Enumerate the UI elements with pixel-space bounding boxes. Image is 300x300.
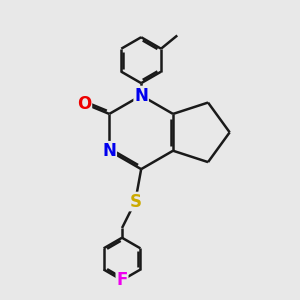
Text: S: S — [129, 193, 141, 211]
Text: N: N — [102, 142, 116, 160]
Text: N: N — [134, 86, 148, 104]
Text: O: O — [77, 94, 92, 112]
Text: F: F — [116, 271, 128, 289]
